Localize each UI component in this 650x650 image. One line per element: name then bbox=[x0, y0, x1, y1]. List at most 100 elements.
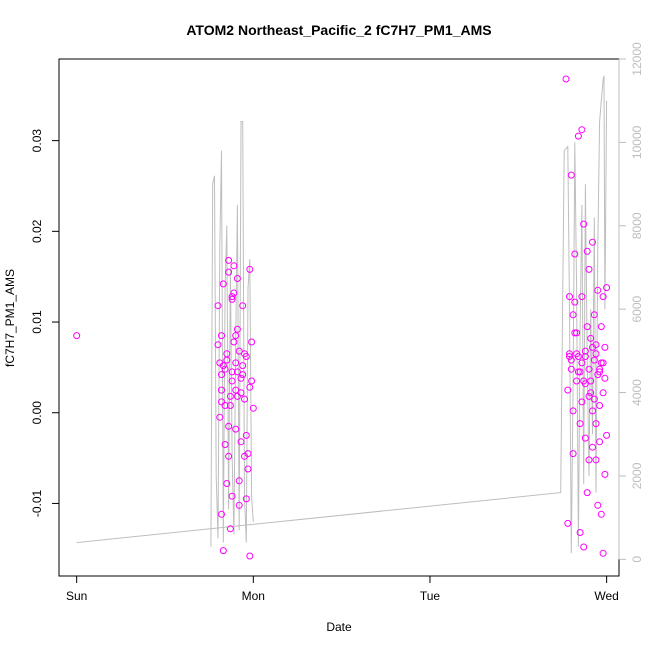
data-point bbox=[228, 293, 236, 301]
data-point bbox=[218, 398, 225, 406]
data-point bbox=[237, 438, 245, 446]
data-point bbox=[237, 389, 245, 397]
data-point bbox=[590, 395, 598, 403]
data-point bbox=[221, 441, 229, 448]
data-point bbox=[232, 425, 240, 433]
data-point bbox=[592, 341, 600, 349]
data-point bbox=[230, 262, 238, 270]
data-point bbox=[233, 275, 241, 282]
data-point bbox=[233, 368, 241, 376]
data-point bbox=[567, 356, 575, 364]
data-point bbox=[603, 284, 611, 292]
data-point bbox=[564, 386, 572, 394]
data-point bbox=[592, 350, 600, 358]
data-point bbox=[581, 353, 589, 360]
data-point bbox=[73, 332, 81, 340]
data-point bbox=[216, 413, 224, 421]
data-point bbox=[242, 431, 250, 439]
line-series-1 bbox=[76, 75, 608, 554]
data-point bbox=[578, 359, 586, 367]
data-point bbox=[235, 347, 243, 355]
data-point bbox=[581, 380, 589, 388]
data-point bbox=[589, 407, 596, 415]
y2-tick-label: 4000 bbox=[630, 379, 644, 406]
data-point bbox=[592, 456, 600, 464]
data-point bbox=[248, 377, 256, 385]
data-point bbox=[228, 377, 236, 385]
data-point bbox=[574, 353, 582, 360]
data-point bbox=[232, 359, 240, 367]
data-point bbox=[599, 359, 607, 367]
data-point bbox=[218, 386, 225, 394]
data-point bbox=[225, 422, 233, 430]
data-point bbox=[221, 402, 229, 409]
y2-tick-label: 0 bbox=[630, 556, 644, 563]
data-point bbox=[580, 543, 588, 551]
data-point bbox=[580, 220, 588, 228]
data-point bbox=[230, 289, 238, 297]
y2-tick-label: 12000 bbox=[630, 42, 644, 76]
data-point bbox=[249, 404, 257, 412]
data-point bbox=[589, 238, 596, 246]
data-point bbox=[571, 250, 579, 258]
y-tick-label: 0.00 bbox=[30, 401, 44, 425]
y2-tick-label: 8000 bbox=[630, 212, 644, 239]
data-point bbox=[239, 302, 247, 310]
data-point bbox=[241, 350, 248, 358]
data-point bbox=[223, 356, 231, 364]
data-point bbox=[601, 343, 609, 351]
data-point bbox=[583, 489, 591, 497]
data-point bbox=[219, 280, 227, 288]
data-point bbox=[239, 362, 247, 370]
data-point bbox=[241, 395, 248, 403]
y2-tick-label: 2000 bbox=[630, 462, 644, 489]
data-point bbox=[589, 443, 596, 451]
data-point bbox=[594, 371, 602, 379]
data-point bbox=[248, 338, 256, 346]
data-point bbox=[242, 495, 250, 503]
data-point bbox=[226, 402, 234, 409]
data-point bbox=[594, 501, 602, 509]
data-point bbox=[564, 519, 572, 527]
plot-area bbox=[58, 58, 620, 577]
data-point bbox=[581, 347, 589, 355]
data-point bbox=[233, 392, 241, 400]
data-point bbox=[566, 350, 573, 358]
data-point bbox=[233, 325, 241, 333]
data-point bbox=[590, 311, 598, 319]
data-point bbox=[569, 407, 577, 415]
data-point bbox=[244, 465, 252, 473]
data-point bbox=[571, 298, 579, 306]
x-axis-label: Date bbox=[326, 620, 352, 634]
data-point bbox=[225, 256, 233, 264]
data-point bbox=[226, 525, 234, 533]
data-point bbox=[567, 171, 575, 179]
data-point bbox=[219, 362, 227, 370]
data-point bbox=[230, 338, 238, 346]
data-point bbox=[597, 323, 605, 331]
data-point bbox=[228, 368, 236, 376]
data-point bbox=[574, 132, 582, 140]
data-point bbox=[576, 529, 584, 536]
data-point bbox=[597, 510, 605, 518]
x-tick-label: Wed bbox=[594, 589, 618, 603]
axes-layer: Sun Mon Tue Wed -0.01 0.00 0.01 0.02 0.03 0 2000 40… bbox=[30, 42, 644, 603]
data-point bbox=[581, 434, 589, 442]
data-point bbox=[587, 334, 595, 342]
data-point bbox=[567, 365, 575, 373]
data-point bbox=[603, 431, 611, 439]
data-point bbox=[599, 549, 607, 557]
data-point bbox=[599, 389, 607, 397]
x-tick-label: Tue bbox=[420, 589, 441, 603]
data-point bbox=[246, 383, 254, 391]
data-point bbox=[585, 456, 593, 464]
data-point bbox=[239, 371, 247, 379]
data-point bbox=[601, 470, 609, 478]
y-tick-label: 0.03 bbox=[30, 129, 44, 153]
data-point bbox=[583, 247, 591, 255]
data-point bbox=[569, 311, 577, 319]
data-point bbox=[237, 374, 245, 382]
y-tick-label: 0.02 bbox=[30, 219, 44, 243]
chart-title: ATOM2 Northeast_Pacific_2 fC7H7_PM1_AMS bbox=[186, 22, 491, 38]
data-point bbox=[225, 268, 233, 276]
